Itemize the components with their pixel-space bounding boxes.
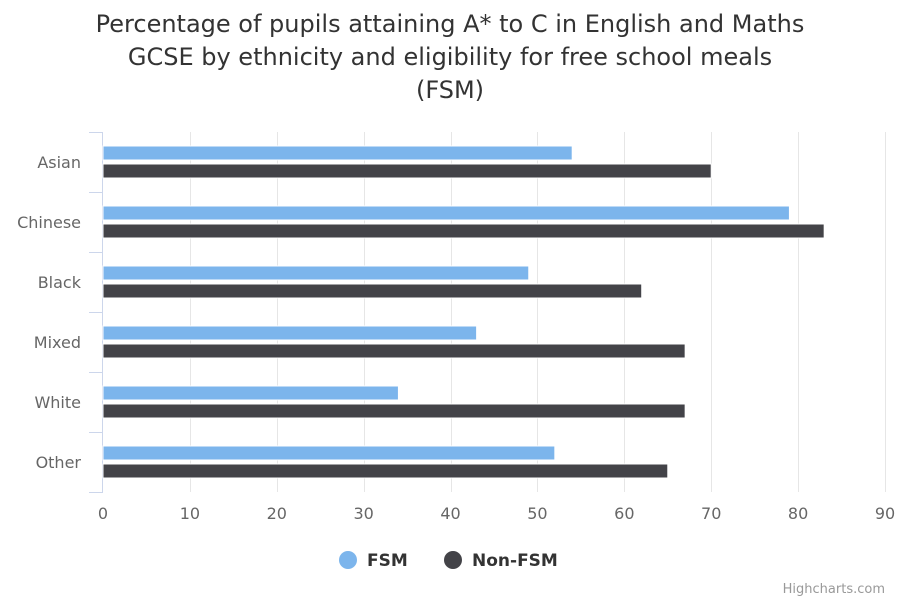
legend-label: FSM [367,551,408,571]
category-label: White [34,393,81,412]
bar-non-fsm[interactable] [102,283,643,299]
x-tick-label: 0 [98,504,108,523]
chart-title-line-2: GCSE by ethnicity and eligibility for fr… [127,43,773,71]
chart-title-line-1: Percentage of pupils attaining A* to C i… [95,10,805,38]
bar-non-fsm[interactable] [102,223,825,239]
category-label: Mixed [34,333,81,352]
legend-label: Non-FSM [472,551,558,571]
category-axis: Asian Chinese Black Mixed White Other [17,132,103,493]
bar-fsm[interactable] [102,385,399,401]
bar-non-fsm[interactable] [102,463,669,479]
bar-fsm[interactable] [102,265,530,281]
credits-link[interactable]: Highcharts.com [783,582,885,597]
x-tick-label: 30 [353,504,373,523]
bar-fsm[interactable] [102,445,556,461]
bar-fsm[interactable] [102,325,478,341]
bar-non-fsm[interactable] [102,163,712,179]
x-tick-label: 70 [701,504,721,523]
x-tick-label: 90 [875,504,895,523]
category-label: Asian [37,153,81,172]
bar-non-fsm[interactable] [102,343,686,359]
category-label: Other [36,453,82,472]
bar-non-fsm[interactable] [102,403,686,419]
category-label: Black [38,273,82,292]
legend-marker [444,551,462,569]
chart-title-line-3: (FSM) [415,76,485,104]
chart-title: Percentage of pupils attaining A* to C i… [0,8,900,107]
x-tick-label: 80 [788,504,808,523]
x-tick-label: 20 [267,504,287,523]
legend-item-non-fsm[interactable]: Non-FSM [444,551,558,571]
x-tick-label: 60 [614,504,634,523]
legend[interactable]: FSM Non-FSM [339,551,558,571]
bar-fsm[interactable] [102,145,573,161]
x-tick-label: 40 [440,504,460,523]
bar-fsm[interactable] [102,205,790,221]
category-label: Chinese [17,213,81,232]
grid-lines [190,132,886,492]
bars [102,145,825,479]
x-tick-label: 10 [180,504,200,523]
value-axis: 0 10 20 30 40 50 60 70 80 90 [98,504,895,523]
legend-item-fsm[interactable]: FSM [339,551,408,571]
legend-marker [339,551,357,569]
x-tick-label: 50 [527,504,547,523]
